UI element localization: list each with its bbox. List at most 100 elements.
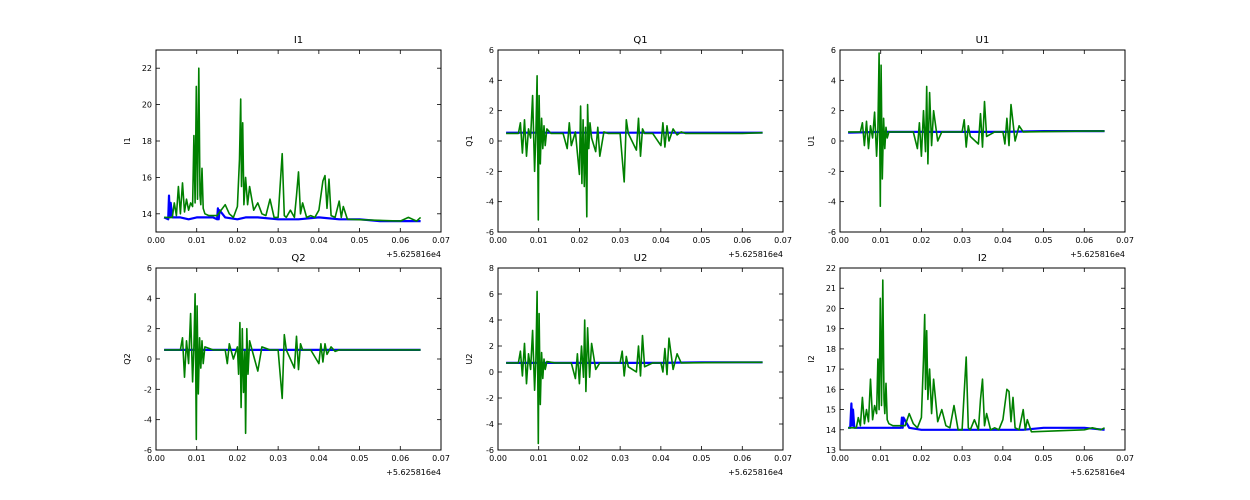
y-axis-label: I2	[807, 355, 816, 362]
y-tick-label: -2	[144, 385, 152, 394]
axes-frame	[839, 267, 1126, 451]
x-offset-label: +5.625816e4	[1070, 250, 1125, 259]
y-tick-label: 4	[147, 294, 152, 303]
subplot-q2: 0.00 0.01 0.02 0.03 0.04 0.05 0.06 0.07 -6 -4 -2 0 2…	[123, 253, 450, 477]
x-tick-label: 0.03	[611, 236, 629, 245]
x-tick-label: 0.03	[269, 454, 287, 463]
series-green-q2	[164, 292, 421, 441]
y-tick-label: 21	[826, 284, 836, 293]
series-green-i1	[164, 67, 422, 222]
y-tick-label: 2	[831, 107, 836, 116]
x-tick-label: 0.01	[872, 454, 890, 463]
series-green-q1	[506, 75, 763, 221]
y-tick-label: 17	[826, 365, 836, 374]
chart-title: I2	[978, 253, 987, 264]
chart-title: U2	[634, 253, 648, 264]
x-tick-label: 0.04	[994, 454, 1012, 463]
y-tick-label: 4	[489, 316, 494, 325]
y-tick-label: 0	[489, 368, 494, 377]
axes-frame	[497, 267, 784, 451]
y-tick-label: 22	[826, 264, 836, 273]
y-tick-label: -6	[144, 446, 152, 455]
x-tick-label: 0.06	[733, 454, 751, 463]
x-tick-label: 0.06	[1075, 454, 1093, 463]
x-tick-label: 0.00	[831, 454, 849, 463]
y-tick-label: -4	[486, 198, 494, 207]
subplot-u2: 0.00 0.01 0.02 0.03 0.04 0.05 0.06 0.07 -6 -4 -2 0 2…	[465, 253, 792, 477]
x-tick-label: 0.04	[652, 454, 670, 463]
x-tick-label: 0.04	[310, 236, 328, 245]
x-tick-label: 0.00	[489, 236, 507, 245]
x-tick-label: 0.04	[994, 236, 1012, 245]
y-axis-label: U1	[807, 136, 816, 147]
y-tick-label: -6	[486, 228, 494, 237]
y-tick-label: 6	[147, 264, 152, 273]
x-tick-label: 0.05	[693, 236, 711, 245]
x-tick-label: 0.06	[1075, 236, 1093, 245]
y-tick-label: 13	[826, 446, 836, 455]
y-tick-label: 0	[831, 137, 836, 146]
x-tick-label: 0.07	[1116, 236, 1134, 245]
x-tick-label: 0.02	[913, 454, 931, 463]
y-tick-label: 19	[826, 325, 836, 334]
y-tick-label: -6	[486, 446, 494, 455]
x-tick-label: 0.03	[611, 454, 629, 463]
y-axis-label: Q1	[465, 135, 474, 146]
y-tick-label: 14	[826, 426, 836, 435]
y-tick-label: 8	[489, 264, 494, 273]
chart-title: Q2	[291, 253, 305, 264]
x-tick-label: 0.07	[774, 454, 792, 463]
x-tick-label: 0.07	[432, 454, 450, 463]
series-blue-i1	[163, 194, 421, 223]
x-tick-label: 0.03	[269, 236, 287, 245]
chart-title: I1	[294, 35, 303, 46]
x-offset-label: +5.625816e4	[386, 468, 441, 477]
x-tick-label: 0.01	[188, 236, 206, 245]
x-tick-label: 0.07	[432, 236, 450, 245]
x-tick-label: 0.00	[489, 454, 507, 463]
y-tick-label: -2	[486, 394, 494, 403]
chart-title: U1	[976, 35, 990, 46]
x-tick-label: 0.01	[188, 454, 206, 463]
subplot-q1: 0.00 0.01 0.02 0.03 0.04 0.05 0.06 0.07 -6 -4 -2 0 2…	[465, 35, 792, 259]
x-tick-label: 0.03	[953, 454, 971, 463]
x-offset-label: +5.625816e4	[386, 250, 441, 259]
x-tick-label: 0.02	[229, 454, 247, 463]
y-tick-label: 18	[826, 345, 836, 354]
x-tick-label: 0.02	[571, 454, 589, 463]
y-tick-label: -4	[144, 416, 152, 425]
y-tick-label: -4	[486, 420, 494, 429]
y-tick-label: -2	[828, 167, 836, 176]
x-tick-label: 0.00	[147, 454, 165, 463]
y-tick-label: 4	[831, 76, 836, 85]
x-tick-label: 0.01	[530, 454, 548, 463]
y-tick-label: -2	[486, 167, 494, 176]
x-tick-label: 0.03	[953, 236, 971, 245]
y-tick-label: 16	[826, 385, 836, 394]
y-tick-label: 0	[489, 137, 494, 146]
series-green-i2	[848, 279, 1105, 433]
x-tick-label: 0.06	[391, 236, 409, 245]
subplot-u1: 0.00 0.01 0.02 0.03 0.04 0.05 0.06 0.07 -6 -4 -2 0 2…	[807, 35, 1134, 259]
chart-title: Q1	[633, 35, 647, 46]
x-tick-label: 0.05	[1035, 454, 1053, 463]
x-tick-label: 0.02	[913, 236, 931, 245]
x-offset-label: +5.625816e4	[1070, 468, 1125, 477]
x-offset-label: +5.625816e4	[728, 468, 783, 477]
y-tick-label: 16	[142, 173, 152, 182]
y-tick-label: 6	[489, 46, 494, 55]
x-tick-label: 0.02	[571, 236, 589, 245]
x-tick-label: 0.05	[693, 454, 711, 463]
subplot-i1: 0.00 0.01 0.02 0.03 0.04 0.05 0.06 0.07 14 16 18 20…	[123, 35, 450, 259]
y-axis-label: I1	[123, 137, 132, 144]
x-tick-label: 0.07	[774, 236, 792, 245]
x-tick-label: 0.04	[652, 236, 670, 245]
x-tick-label: 0.04	[310, 454, 328, 463]
series-green-u2	[506, 290, 763, 445]
x-tick-label: 0.00	[831, 236, 849, 245]
y-tick-label: -4	[828, 198, 836, 207]
x-tick-label: 0.01	[872, 236, 890, 245]
x-tick-label: 0.00	[147, 236, 165, 245]
